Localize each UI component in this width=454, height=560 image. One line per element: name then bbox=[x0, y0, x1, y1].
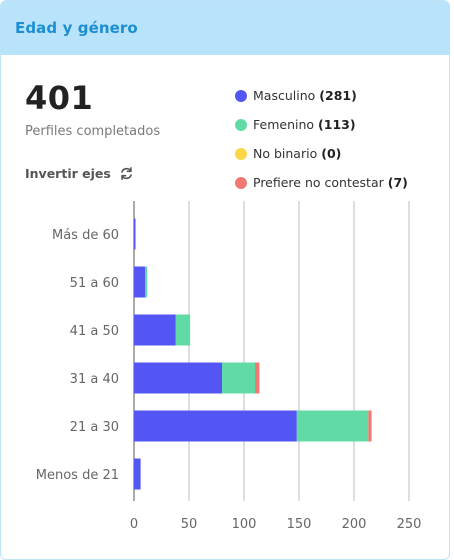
card-title: Edad y género bbox=[15, 19, 138, 37]
legend-count: (0) bbox=[321, 146, 342, 161]
x-tick-label: 250 bbox=[397, 517, 422, 532]
legend-swatch bbox=[235, 176, 247, 189]
bar-segment[interactable] bbox=[134, 218, 136, 250]
legend-label: Prefiere no contestar bbox=[253, 175, 384, 190]
bar-segment[interactable] bbox=[368, 410, 372, 442]
refresh-icon bbox=[120, 167, 132, 180]
legend-item-masculino[interactable]: Masculino (281) bbox=[235, 81, 408, 110]
legend-label: Masculino bbox=[253, 88, 316, 103]
legend-item-no-binario[interactable]: No binario (0) bbox=[235, 139, 408, 168]
bar-segment[interactable] bbox=[145, 266, 148, 298]
bar-segment[interactable] bbox=[255, 362, 260, 394]
legend-count: (7) bbox=[387, 175, 408, 190]
invert-axes-button[interactable]: Invertir ejes bbox=[25, 166, 134, 181]
bar-segment[interactable] bbox=[222, 362, 255, 394]
legend-label: No binario bbox=[253, 146, 318, 161]
bar-segment[interactable] bbox=[134, 410, 297, 442]
x-tick-label: 100 bbox=[232, 517, 257, 532]
legend-item-prefiere-no-contestar[interactable]: Prefiere no contestar (7) bbox=[235, 168, 408, 197]
y-category-label: 41 a 50 bbox=[70, 324, 119, 339]
card-header: Edad y género bbox=[1, 1, 449, 55]
legend-swatch bbox=[235, 118, 247, 131]
legend-label: Femenino bbox=[253, 117, 315, 132]
legend-count: (113) bbox=[318, 117, 356, 132]
bar-segment[interactable] bbox=[134, 458, 141, 490]
y-category-label: 31 a 40 bbox=[70, 372, 119, 387]
bar-segment[interactable] bbox=[296, 410, 369, 442]
x-tick-label: 0 bbox=[130, 517, 138, 532]
chart-legend: Masculino (281) Femenino (113) No binari… bbox=[235, 81, 408, 197]
bar-segment[interactable] bbox=[134, 314, 176, 346]
total-profiles-label: Perfiles completados bbox=[25, 124, 161, 139]
x-tick-label: 200 bbox=[342, 517, 367, 532]
invert-axes-label: Invertir ejes bbox=[25, 166, 111, 181]
legend-swatch bbox=[235, 147, 247, 160]
y-category-label: 51 a 60 bbox=[70, 276, 119, 291]
x-tick-label: 150 bbox=[287, 517, 312, 532]
total-profiles-count: 401 bbox=[25, 79, 94, 117]
legend-item-femenino[interactable]: Femenino (113) bbox=[235, 110, 408, 139]
y-category-label: 21 a 30 bbox=[70, 420, 119, 435]
y-category-label: Menos de 21 bbox=[36, 468, 119, 483]
bar-segment[interactable] bbox=[175, 314, 191, 346]
legend-swatch bbox=[235, 89, 247, 102]
bar-segment[interactable] bbox=[134, 266, 145, 298]
x-tick-label: 50 bbox=[181, 517, 198, 532]
stacked-bar-chart: 0 50 100 150 200 250 Más de 60 51 a 60 41 a 50 31… bbox=[36, 201, 422, 532]
bar-segment[interactable] bbox=[134, 362, 222, 394]
y-category-label: Más de 60 bbox=[52, 228, 119, 243]
legend-count: (281) bbox=[319, 88, 357, 103]
